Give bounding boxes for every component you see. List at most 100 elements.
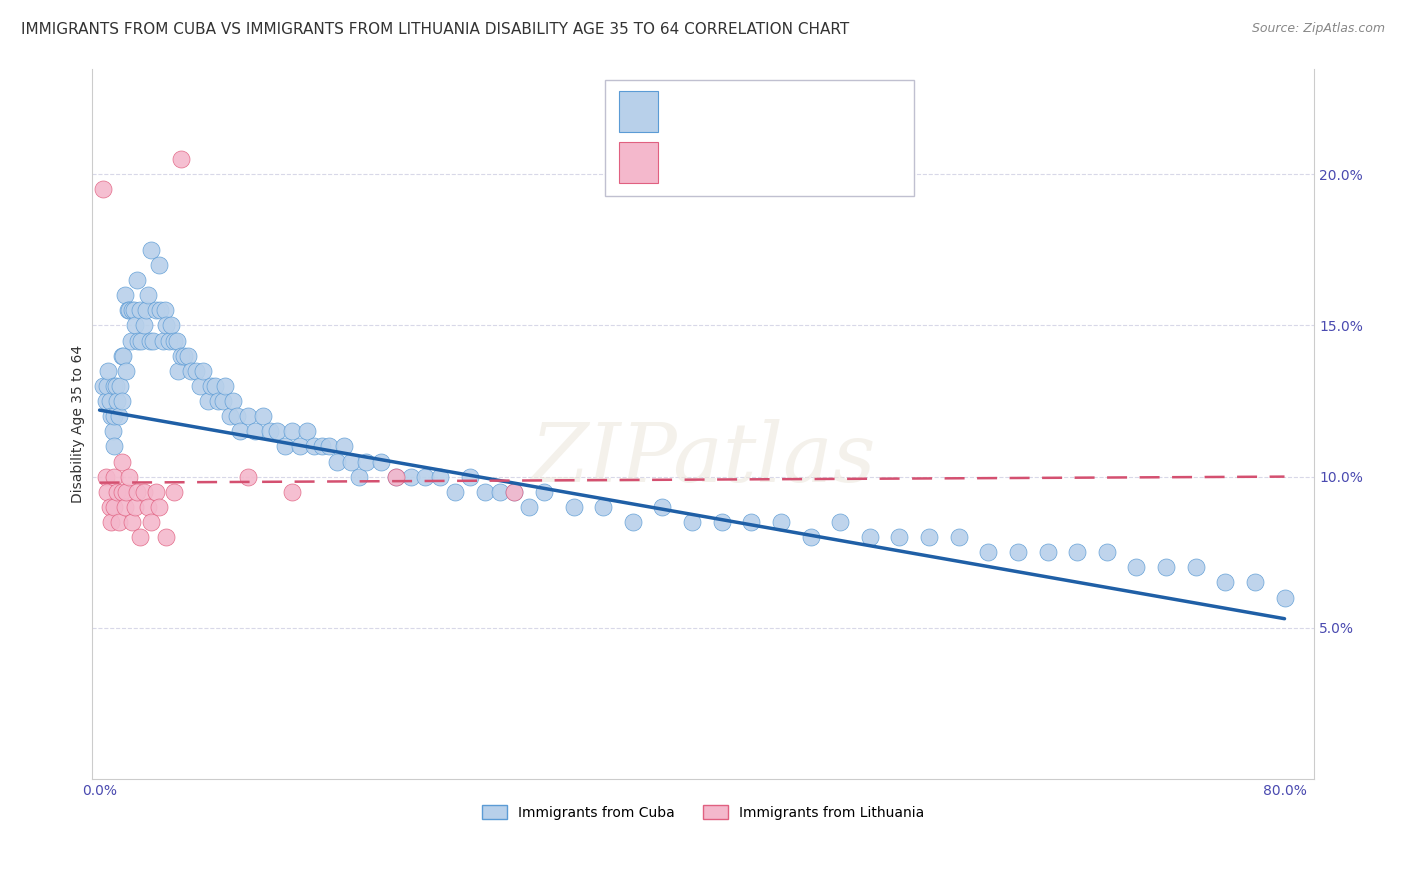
Point — [219, 409, 242, 424]
Legend: Immigrants from Cuba, Immigrants from Lithuania: Immigrants from Cuba, Immigrants from Li… — [477, 799, 929, 825]
Point — [98, 500, 121, 514]
Text: IMMIGRANTS FROM CUBA VS IMMIGRANTS FROM LITHUANIA DISABILITY AGE 35 TO 64 CORREL: IMMIGRANTS FROM CUBA VS IMMIGRANTS FROM … — [21, 22, 849, 37]
Point — [918, 530, 941, 544]
Point — [145, 303, 167, 318]
Point — [948, 530, 970, 544]
Point — [1244, 575, 1267, 590]
Point — [429, 469, 451, 483]
Point — [98, 394, 121, 409]
Point — [111, 484, 134, 499]
Point — [1095, 545, 1118, 559]
Point — [274, 439, 297, 453]
Point — [340, 454, 363, 468]
Point — [101, 424, 124, 438]
Point — [111, 349, 134, 363]
Point — [266, 424, 288, 438]
Y-axis label: Disability Age 35 to 64: Disability Age 35 to 64 — [72, 344, 86, 503]
Point — [207, 394, 229, 409]
Point — [138, 288, 160, 302]
Point — [281, 484, 304, 499]
Point — [118, 469, 141, 483]
Point — [166, 334, 188, 348]
Point — [226, 409, 249, 424]
Point — [222, 394, 245, 409]
Point — [1184, 560, 1206, 574]
Point — [399, 469, 422, 483]
Point — [173, 349, 195, 363]
Point — [1066, 545, 1088, 559]
Point — [121, 515, 143, 529]
Point — [100, 409, 122, 424]
Point — [304, 439, 326, 453]
Point — [108, 515, 131, 529]
Point — [318, 439, 340, 453]
Point — [488, 484, 510, 499]
Point — [1125, 560, 1147, 574]
Point — [141, 515, 163, 529]
Point — [148, 500, 170, 514]
Point — [128, 303, 150, 318]
Point — [121, 303, 143, 318]
Point — [184, 364, 207, 378]
Point — [325, 454, 347, 468]
Point — [385, 469, 408, 483]
Point — [105, 394, 128, 409]
Point — [769, 515, 792, 529]
Point — [415, 469, 437, 483]
Point — [155, 530, 177, 544]
Point — [149, 303, 172, 318]
Point — [503, 484, 526, 499]
Point — [740, 515, 762, 529]
Point — [96, 484, 118, 499]
Point — [141, 243, 163, 257]
Point — [859, 530, 882, 544]
Point — [193, 364, 215, 378]
Point — [503, 484, 526, 499]
Point — [100, 515, 122, 529]
Point — [111, 394, 134, 409]
Point — [142, 334, 165, 348]
Point — [177, 349, 200, 363]
Point — [132, 318, 155, 333]
Point — [236, 469, 259, 483]
Point — [799, 530, 821, 544]
Point — [125, 273, 148, 287]
Point — [124, 318, 146, 333]
Point — [259, 424, 281, 438]
Point — [333, 439, 356, 453]
Point — [252, 409, 274, 424]
Point — [830, 515, 852, 529]
Point — [1274, 591, 1296, 605]
Point — [458, 469, 481, 483]
Point — [295, 424, 318, 438]
Point — [145, 484, 167, 499]
Point — [347, 469, 370, 483]
Point — [385, 469, 408, 483]
Point — [125, 484, 148, 499]
Point — [889, 530, 911, 544]
Point — [562, 500, 585, 514]
Text: R = -0.349   N = 123: R = -0.349 N = 123 — [669, 104, 842, 119]
Point — [103, 439, 125, 453]
Point — [1213, 575, 1236, 590]
Point — [91, 182, 114, 196]
Point — [103, 379, 125, 393]
Point — [170, 152, 193, 166]
Point — [1007, 545, 1029, 559]
Point — [163, 334, 186, 348]
Point — [211, 394, 233, 409]
Point — [236, 409, 259, 424]
Point — [108, 409, 131, 424]
Point — [103, 500, 125, 514]
Point — [444, 484, 467, 499]
Point — [103, 469, 125, 483]
Point — [288, 439, 311, 453]
Point — [105, 484, 128, 499]
Point — [94, 469, 117, 483]
Point — [117, 303, 139, 318]
Point — [114, 288, 136, 302]
Point — [115, 364, 138, 378]
Point — [592, 500, 614, 514]
Point — [170, 349, 193, 363]
Point — [103, 409, 125, 424]
